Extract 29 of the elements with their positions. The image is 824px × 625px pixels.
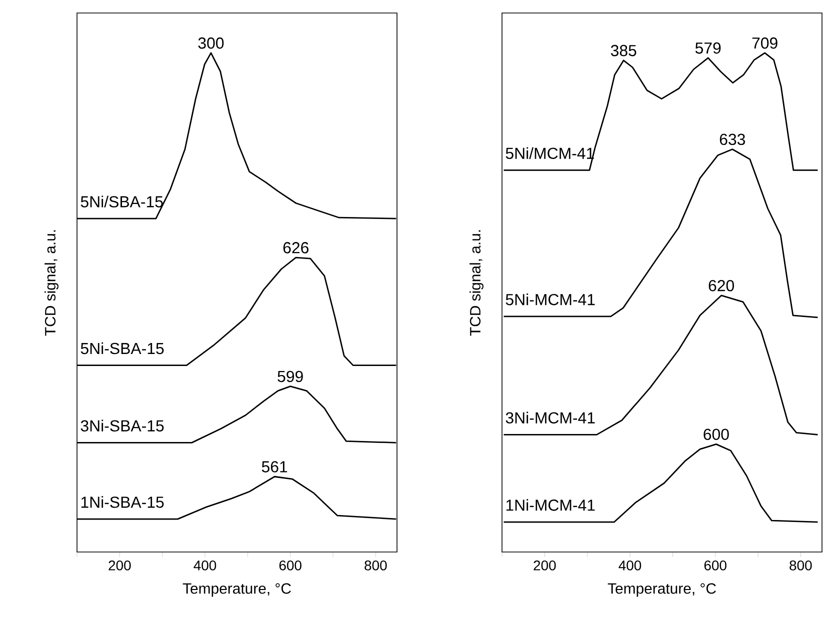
annotation: 633 (720, 134, 745, 146)
x-tick-label: 200 (108, 560, 131, 570)
x-tick-label: 800 (790, 560, 812, 570)
annotation: 599 (278, 370, 303, 382)
annotation: 620 (708, 280, 734, 292)
annotation: 561 (262, 461, 288, 472)
annotation: 300 (198, 37, 224, 49)
series-label: 1Ni-MCM-41 (506, 499, 595, 511)
y-axis-title: TCD signal, a.u. (470, 230, 484, 336)
y-axis-title: TCD signal, a.u. (44, 230, 58, 336)
series-label: 5Ni/SBA-15 (80, 196, 163, 208)
x-tick-label: 400 (618, 560, 642, 570)
series-label: 3Ni-SBA-15 (80, 420, 164, 432)
x-tick-label: 600 (704, 560, 726, 570)
x-tick-label: 200 (534, 560, 556, 570)
series-label: 3Ni-MCM-41 (506, 412, 595, 424)
x-tick-label: 600 (279, 560, 302, 570)
series-label: 5Ni-SBA-15 (80, 342, 164, 354)
annotation: 626 (283, 242, 308, 254)
series-label: 5Ni-MCM-41 (506, 294, 595, 306)
x-tick-label: 400 (194, 560, 216, 570)
series-label: 1Ni-SBA-15 (81, 496, 164, 508)
annotation: 709 (752, 37, 778, 49)
x-axis-title: Temperature, °C (608, 583, 716, 597)
x-axis-title: Temperature, °C (182, 583, 291, 597)
x-tick-label: 800 (364, 560, 387, 570)
annotation: 579 (695, 42, 721, 54)
annotation: 600 (704, 428, 729, 440)
annotation: 385 (610, 44, 636, 56)
